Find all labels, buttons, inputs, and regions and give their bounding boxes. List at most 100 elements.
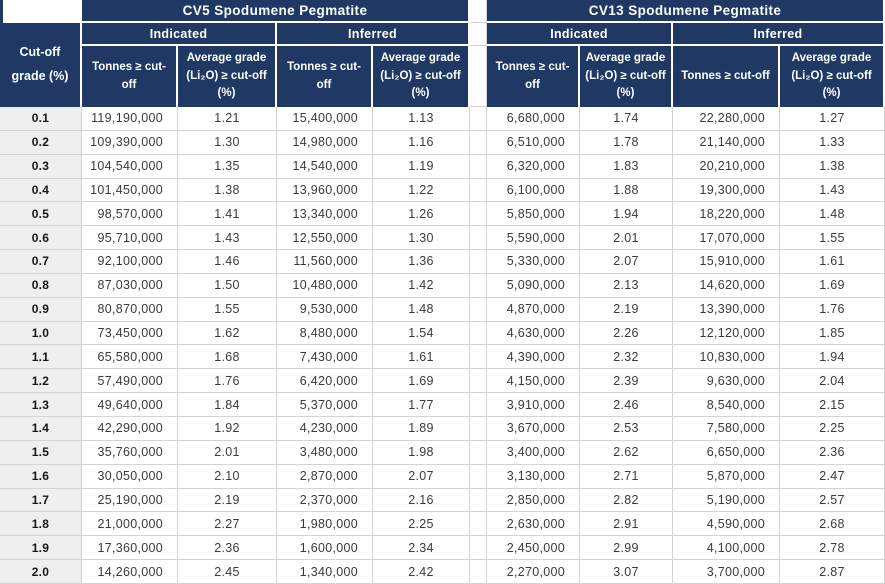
table-row: 0.6 95,710,000 1.43 12,550,000 1.30 5,590,000… <box>0 226 885 251</box>
cutoff-value: 0.5 <box>0 202 82 227</box>
cv5-inferred-tonnes: 14,540,000 <box>277 154 373 179</box>
cv5-inferred-tonnes-header: Tonnes ≥ cut-off <box>277 46 373 107</box>
cv13-indicated-tonnes: 4,150,000 <box>487 369 580 394</box>
cv5-indicated-grade: 1.62 <box>178 321 277 346</box>
spacer-cell <box>470 536 487 561</box>
cv13-indicated-grade: 2.62 <box>580 440 673 465</box>
cutoff-value: 0.2 <box>0 130 82 155</box>
cv13-indicated-tonnes: 4,870,000 <box>487 297 580 322</box>
cv5-indicated-tonnes: 104,540,000 <box>82 154 178 179</box>
table-row: 1.1 65,580,000 1.68 7,430,000 1.61 4,390,000 2… <box>0 345 885 370</box>
title-row: CV5 Spodumene Pegmatite CV13 Spodumene P… <box>0 0 885 23</box>
cv5-inferred-tonnes: 13,340,000 <box>277 202 373 227</box>
cv5-indicated-tonnes: 98,570,000 <box>82 202 178 227</box>
cv13-indicated-tonnes: 5,850,000 <box>487 202 580 227</box>
cv5-inferred-tonnes: 14,980,000 <box>277 130 373 155</box>
spacer-cell <box>470 178 487 203</box>
cv13-inferred-tonnes: 7,580,000 <box>673 416 780 441</box>
table-row: 0.2 109,390,000 1.30 14,980,000 1.16 6,510,00… <box>0 130 885 155</box>
cv13-inferred-grade: 2.87 <box>780 560 885 584</box>
cv13-inferred-tonnes: 20,210,000 <box>673 154 780 179</box>
cv5-inferred-grade: 1.89 <box>373 416 470 441</box>
cv5-inferred-tonnes: 4,230,000 <box>277 416 373 441</box>
cv5-inferred-header: Inferred <box>277 23 470 46</box>
cv13-indicated-grade: 3.07 <box>580 560 673 584</box>
cv13-inferred-tonnes: 13,390,000 <box>673 297 780 322</box>
cv13-indicated-tonnes: 5,590,000 <box>487 226 580 251</box>
cv5-inferred-tonnes: 2,370,000 <box>277 488 373 513</box>
cutoff-value: 1.5 <box>0 440 82 465</box>
cv13-inferred-grade: 1.33 <box>780 130 885 155</box>
cv5-inferred-grade: 1.19 <box>373 154 470 179</box>
cv13-inferred-tonnes: 8,540,000 <box>673 393 780 417</box>
cv13-inferred-grade-header: Average grade (Li₂O) ≥ cut-off (%) <box>780 46 885 107</box>
spacer-cell <box>470 297 487 322</box>
cv13-indicated-grade: 2.71 <box>580 464 673 489</box>
top-left-blank-cell <box>0 0 82 23</box>
cv5-inferred-tonnes: 10,480,000 <box>277 273 373 298</box>
spacer-cell <box>470 393 487 417</box>
spacer-cell <box>470 369 487 394</box>
cv13-indicated-grade: 2.82 <box>580 488 673 513</box>
cv5-inferred-tonnes: 9,530,000 <box>277 297 373 322</box>
cv5-indicated-grade: 1.35 <box>178 154 277 179</box>
cv13-inferred-tonnes: 10,830,000 <box>673 345 780 370</box>
cv13-indicated-tonnes: 4,390,000 <box>487 345 580 370</box>
cutoff-value: 0.1 <box>0 107 82 131</box>
cv13-inferred-grade: 1.43 <box>780 178 885 203</box>
cv5-inferred-grade: 1.42 <box>373 273 470 298</box>
spacer-cell <box>470 130 487 155</box>
cv13-indicated-grade: 1.88 <box>580 178 673 203</box>
cv5-indicated-grade: 2.01 <box>178 440 277 465</box>
cv5-inferred-tonnes: 11,560,000 <box>277 250 373 274</box>
cutoff-value: 1.7 <box>0 488 82 513</box>
cv13-inferred-grade: 1.55 <box>780 226 885 251</box>
cutoff-value: 0.3 <box>0 154 82 179</box>
cv5-indicated-header: Indicated <box>82 23 277 46</box>
cv13-inferred-tonnes: 3,700,000 <box>673 560 780 584</box>
cv13-indicated-grade: 2.39 <box>580 369 673 394</box>
cv13-inferred-grade: 1.38 <box>780 154 885 179</box>
cv5-indicated-tonnes: 80,870,000 <box>82 297 178 322</box>
cv13-inferred-grade: 2.68 <box>780 512 885 537</box>
subheader-row: Tonnes ≥ cut-off Average grade (Li₂O) ≥ … <box>0 46 885 107</box>
cv13-indicated-grade: 2.99 <box>580 536 673 561</box>
cv13-inferred-grade: 1.69 <box>780 273 885 298</box>
cv5-inferred-grade: 1.26 <box>373 202 470 227</box>
cv13-inferred-tonnes: 9,630,000 <box>673 369 780 394</box>
cv13-inferred-tonnes: 21,140,000 <box>673 130 780 155</box>
cv13-indicated-grade: 2.13 <box>580 273 673 298</box>
cutoff-value: 0.4 <box>0 178 82 203</box>
cv5-inferred-grade: 2.16 <box>373 488 470 513</box>
cv13-indicated-tonnes: 3,130,000 <box>487 464 580 489</box>
cv5-indicated-grade: 1.76 <box>178 369 277 394</box>
cv5-inferred-grade: 1.48 <box>373 297 470 322</box>
cv13-indicated-header: Indicated <box>487 23 673 46</box>
table-row: 1.9 17,360,000 2.36 1,600,000 2.34 2,450,000 2… <box>0 536 885 561</box>
cv5-indicated-tonnes: 92,100,000 <box>82 250 178 274</box>
cv13-inferred-grade: 2.15 <box>780 393 885 417</box>
cutoff-value: 1.8 <box>0 512 82 537</box>
spacer-cell <box>470 321 487 346</box>
cv13-inferred-grade: 2.47 <box>780 464 885 489</box>
cutoff-value: 1.2 <box>0 369 82 394</box>
cutoff-value: 0.9 <box>0 297 82 322</box>
cv5-indicated-grade: 1.43 <box>178 226 277 251</box>
cv5-inferred-grade: 2.25 <box>373 512 470 537</box>
cv5-indicated-grade: 2.19 <box>178 488 277 513</box>
cv5-indicated-grade: 1.46 <box>178 250 277 274</box>
cv5-indicated-grade: 1.68 <box>178 345 277 370</box>
cv5-indicated-tonnes: 14,260,000 <box>82 560 178 584</box>
table-body: 0.1 119,190,000 1.21 15,400,000 1.13 6,680,00… <box>0 107 885 584</box>
cv5-inferred-grade: 1.16 <box>373 130 470 155</box>
cv13-indicated-grade: 2.53 <box>580 416 673 441</box>
cv5-inferred-grade: 1.98 <box>373 440 470 465</box>
cv13-inferred-tonnes: 18,220,000 <box>673 202 780 227</box>
cv13-inferred-grade: 1.76 <box>780 297 885 322</box>
cv13-inferred-tonnes: 19,300,000 <box>673 178 780 203</box>
cv5-indicated-tonnes: 42,290,000 <box>82 416 178 441</box>
table-row: 0.3 104,540,000 1.35 14,540,000 1.19 6,320,00… <box>0 154 885 179</box>
cutoff-value: 0.8 <box>0 273 82 298</box>
cutoff-value: 1.9 <box>0 536 82 561</box>
